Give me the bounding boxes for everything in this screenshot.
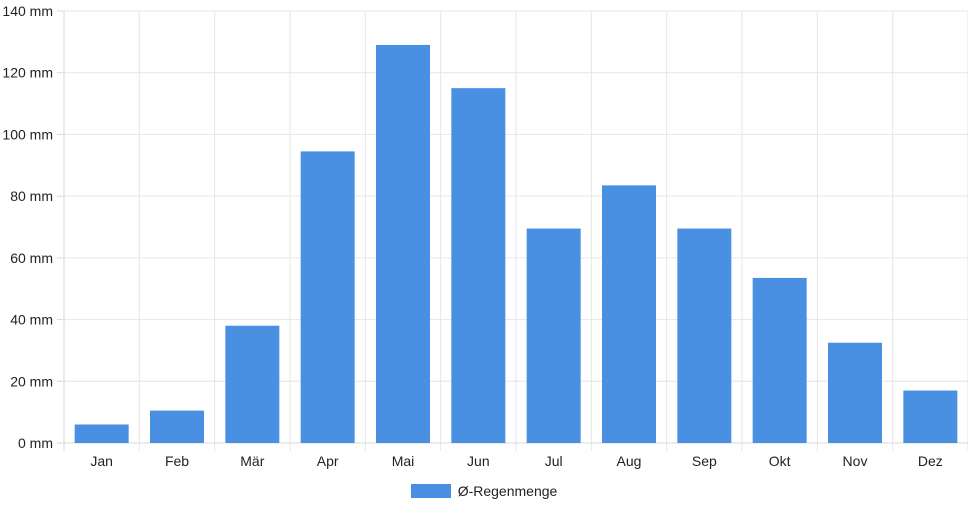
- legend-label: Ø-Regenmenge: [457, 483, 558, 499]
- x-tick-label-jun: Jun: [467, 453, 490, 469]
- x-tick-label-aug: Aug: [617, 453, 642, 469]
- y-tick-label: 60 mm: [10, 250, 53, 266]
- y-tick-label: 80 mm: [10, 188, 53, 204]
- bar-okt[interactable]: [752, 277, 807, 443]
- bar-mär[interactable]: [225, 325, 280, 443]
- y-tick-label: 0 mm: [18, 435, 53, 451]
- x-tick-label-mär: Mär: [240, 453, 264, 469]
- bar-apr[interactable]: [300, 151, 355, 443]
- y-tick-label: 20 mm: [10, 373, 53, 389]
- bars: [74, 44, 958, 444]
- x-tick-label-feb: Feb: [165, 453, 189, 469]
- bar-aug[interactable]: [602, 185, 656, 444]
- x-tick-label-jan: Jan: [90, 453, 113, 469]
- legend[interactable]: Ø-Regenmenge: [0, 481, 968, 501]
- x-tick-label-okt: Okt: [769, 453, 791, 469]
- bar-nov[interactable]: [828, 342, 882, 443]
- legend-swatch: [410, 484, 451, 498]
- y-tick-label: 140 mm: [2, 3, 53, 19]
- grid-lines: [64, 10, 968, 451]
- y-tick-label: 40 mm: [10, 312, 53, 328]
- x-tick-label-dez: Dez: [918, 453, 943, 469]
- x-tick-label-mai: Mai: [392, 453, 415, 469]
- x-tick-label-nov: Nov: [843, 453, 868, 469]
- bar-dez[interactable]: [903, 390, 958, 443]
- y-tick-label: 100 mm: [2, 126, 53, 142]
- bar-jun[interactable]: [451, 88, 506, 444]
- axes: [57, 10, 968, 451]
- bar-jan[interactable]: [74, 424, 129, 443]
- bar-feb[interactable]: [150, 410, 204, 443]
- tick-labels: 0 mm 20 mm 40 mm 60 mm 80 mm 100 mm 120 mm 140 …: [2, 3, 942, 469]
- x-tick-label-jul: Jul: [545, 453, 563, 469]
- y-tick-label: 120 mm: [2, 65, 53, 81]
- x-tick-label-apr: Apr: [317, 453, 339, 469]
- bar-jul[interactable]: [526, 228, 581, 443]
- bar-sep[interactable]: [677, 228, 732, 443]
- bar-mai[interactable]: [376, 44, 430, 443]
- x-tick-label-sep: Sep: [692, 453, 717, 469]
